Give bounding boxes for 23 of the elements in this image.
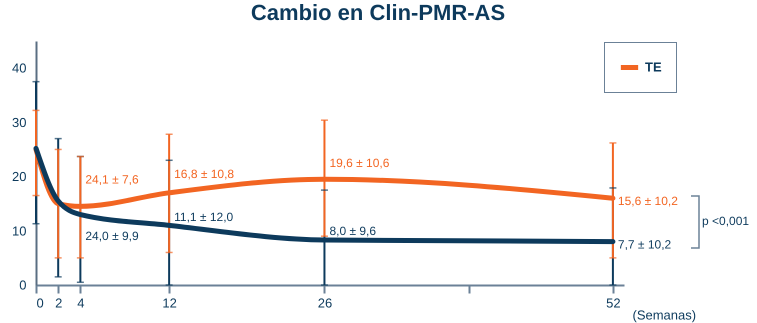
annotation: 11,1 ± 12,0 [174, 210, 234, 224]
annotation: 24,1 ± 7,6 [85, 172, 139, 186]
annotation: 8,0 ± 9,6 [329, 224, 376, 238]
annotation: 16,8 ± 10,8 [174, 166, 234, 181]
annotation: 7,7 ± 10,2 [618, 237, 672, 252]
y-tick-label: 0 [19, 278, 26, 292]
y-tick-label: 40 [12, 60, 26, 76]
annotation: 24,0 ± 9,9 [85, 229, 139, 244]
y-tick-label: 20 [12, 169, 26, 184]
text: p <0,001 [702, 214, 750, 228]
y-tick-label: 10 [12, 223, 26, 238]
annotation: 19,6 ± 10,6 [329, 156, 390, 170]
x-tick-label: 12 [162, 296, 177, 310]
x-tick-label: 0 [36, 296, 44, 310]
legend-label: TE [645, 60, 662, 74]
y-tick-label: 30 [12, 114, 26, 130]
x-tick-label: 52 [606, 296, 621, 310]
x-tick-label: 4 [77, 296, 84, 310]
annotation: 15,6 ± 10,2 [618, 194, 678, 208]
x-tick-label: 2 [55, 296, 62, 310]
x-axis-title: (Semanas) [632, 308, 696, 322]
chart-title: Cambio en Clin-PMR-AS [250, 0, 506, 25]
x-tick-label: 26 [318, 296, 332, 310]
